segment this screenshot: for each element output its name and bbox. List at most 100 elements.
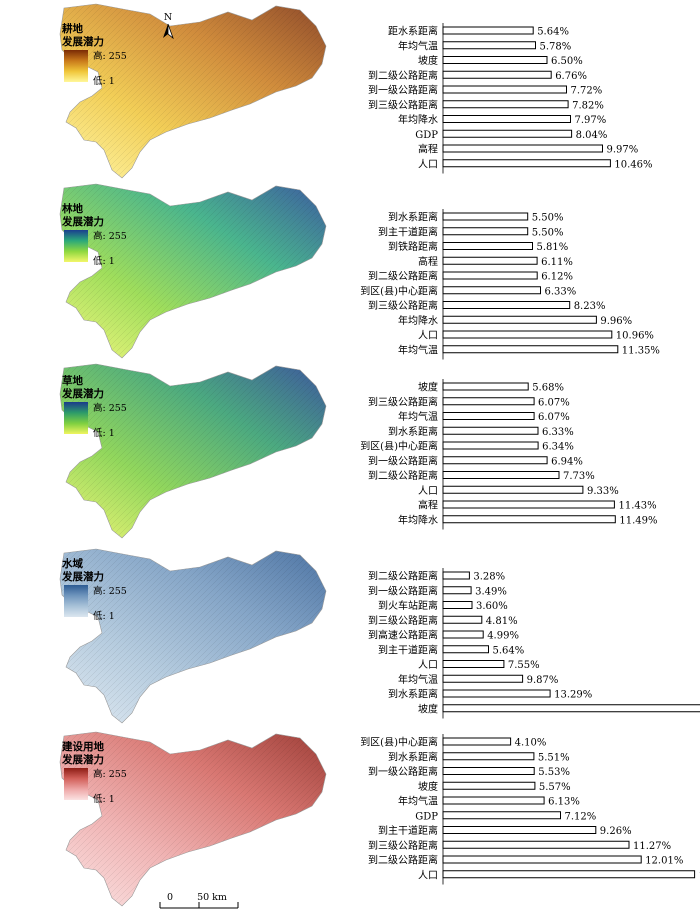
bar <box>442 840 630 849</box>
bar <box>442 41 536 50</box>
value-label: 6.07% <box>538 397 570 408</box>
category-label: 到二级公路距离 <box>368 270 438 283</box>
region-texture <box>60 549 326 723</box>
bar <box>442 159 611 168</box>
category-label: 到主干道距离 <box>378 824 438 837</box>
region-texture <box>60 4 326 178</box>
value-label: 5.53% <box>538 767 570 778</box>
category-label: 高程 <box>418 499 438 512</box>
category-label: 到区(县)中心距离 <box>360 736 438 749</box>
bar-chart-4: 到二级公路距离 3.28% 到一级公路距离 3.49% 到火车站距离 3.60% 到三级公路… <box>368 568 700 719</box>
category-label: 到主干道距离 <box>378 225 438 238</box>
value-label: 6.33% <box>545 286 577 297</box>
value-label: 4.99% <box>487 631 519 642</box>
bar-chart-5: 到区(县)中心距离 4.10% 到水系距离 5.51% 到一级公路距离 5.53% 坡度 5.… <box>360 734 700 885</box>
category-label: 到一级公路距离 <box>368 765 438 778</box>
legend-title-line1: 林地 <box>62 202 83 215</box>
value-label: 11.27% <box>633 841 671 852</box>
legend-low-label: 低: 1 <box>93 427 115 439</box>
bar <box>442 456 548 465</box>
region-texture <box>60 364 326 538</box>
category-label: 到火车站距离 <box>378 599 438 612</box>
bar <box>442 855 642 864</box>
category-label: 到二级公路距离 <box>368 854 438 867</box>
value-label: 5.78% <box>540 41 572 52</box>
category-label: 到水系距离 <box>388 688 438 701</box>
legend-title-line1: 耕地 <box>62 22 83 35</box>
bar <box>442 515 616 524</box>
legend-title-line1: 建设用地 <box>61 740 104 753</box>
bar-chart-1: 距水系距离 5.64% 年均气温 5.78% 坡度 6.50% 到二级公路距离 6.76% 到一… <box>368 23 653 174</box>
legend-low-label: 低: 1 <box>93 793 115 805</box>
bar <box>442 426 539 435</box>
bar <box>442 129 573 138</box>
legend-low-label: 低: 1 <box>93 75 115 87</box>
category-label: 到铁路距离 <box>388 240 438 253</box>
north-arrow: N <box>163 12 174 40</box>
category-label: 坡度 <box>418 702 438 715</box>
bar <box>442 100 569 109</box>
value-label: 6.94% <box>551 456 583 467</box>
category-label: 坡度 <box>418 381 438 394</box>
bar <box>442 315 597 324</box>
category-label: 人口 <box>418 659 438 671</box>
value-label: 11.43% <box>619 501 657 512</box>
bar <box>442 615 483 624</box>
bar <box>442 26 534 35</box>
value-label: 9.87% <box>527 675 559 686</box>
value-label: 5.50% <box>532 213 564 224</box>
category-label: 距水系距离 <box>388 25 438 38</box>
legend-title-line2: 发展潜力 <box>61 35 104 48</box>
value-label: 5.50% <box>532 227 564 238</box>
bar <box>442 870 696 879</box>
legend-high-label: 高: 255 <box>93 585 127 597</box>
legend-title-line1: 水域 <box>61 557 83 570</box>
map-4 <box>59 548 327 724</box>
bar <box>442 212 529 221</box>
bar <box>442 56 548 64</box>
legend-high-label: 高: 255 <box>93 768 127 780</box>
bar <box>442 471 560 479</box>
bar <box>442 115 571 123</box>
value-label: 5.68% <box>532 383 564 394</box>
category-label: 坡度 <box>418 780 438 793</box>
bar <box>442 645 489 654</box>
category-label: 到一级公路距离 <box>368 454 438 467</box>
bar <box>442 660 505 668</box>
value-label: 7.82% <box>572 100 604 111</box>
value-label: 5.64% <box>493 645 525 656</box>
category-label: 高程 <box>418 143 438 156</box>
bar <box>442 330 613 339</box>
value-label: 7.73% <box>563 471 595 482</box>
category-label: 到高速公路距离 <box>368 629 438 642</box>
category-label: 到三级公路距离 <box>368 98 438 111</box>
north-arrow-label: N <box>164 12 172 23</box>
map-3 <box>59 363 327 539</box>
category-label: 坡度 <box>418 54 438 67</box>
map-2 <box>59 183 327 359</box>
value-label: 7.12% <box>565 811 597 822</box>
value-label: 3.28% <box>473 572 505 583</box>
category-label: 年均气温 <box>398 39 438 52</box>
value-label: 5.64% <box>537 27 569 38</box>
value-label: 5.81% <box>537 242 569 253</box>
bar <box>442 412 535 420</box>
bar <box>442 674 524 683</box>
legend-low-label: 低: 1 <box>93 610 115 622</box>
legend-color-ramp <box>64 230 88 262</box>
north-arrow-left-icon <box>163 24 168 38</box>
bar <box>442 571 470 580</box>
legend-high-label: 高: 255 <box>93 50 127 62</box>
category-label: 到二级公路距离 <box>368 469 438 482</box>
category-label: 到主干道距离 <box>378 643 438 656</box>
bar <box>442 85 567 94</box>
category-label: 到二级公路距离 <box>368 69 438 82</box>
legend-title-line2: 发展潜力 <box>61 570 104 583</box>
